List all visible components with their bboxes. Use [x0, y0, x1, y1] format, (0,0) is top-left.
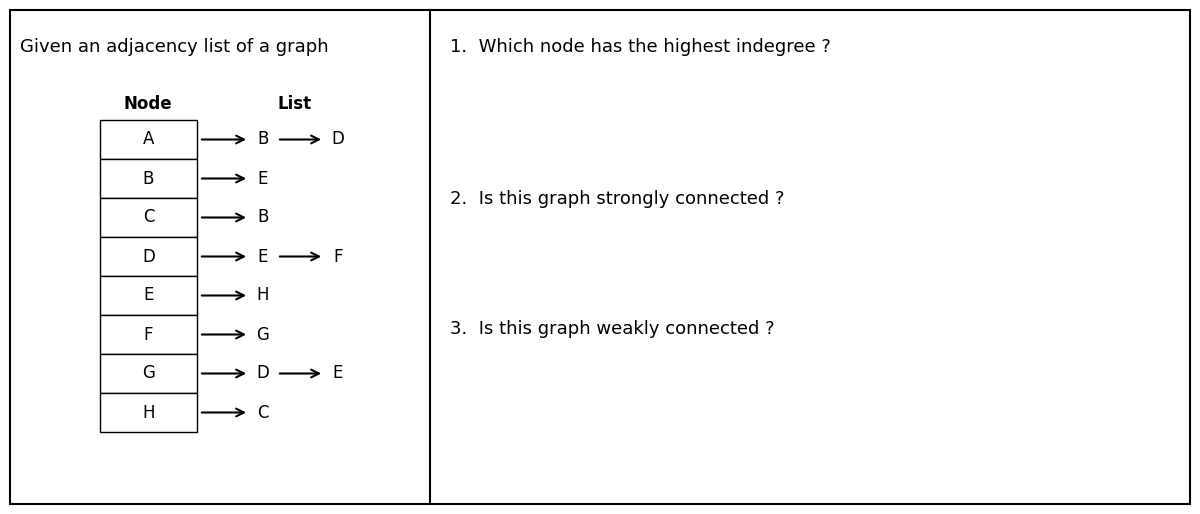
Text: 1.  Which node has the highest indegree ?: 1. Which node has the highest indegree ? — [450, 38, 830, 56]
Bar — [100, 198, 197, 237]
Text: B: B — [257, 209, 269, 227]
Bar — [100, 237, 197, 276]
Text: D: D — [331, 131, 344, 149]
Text: D: D — [257, 364, 270, 382]
Text: List: List — [278, 95, 312, 113]
Bar — [100, 354, 197, 393]
Text: 2.  Is this graph strongly connected ?: 2. Is this graph strongly connected ? — [450, 190, 785, 208]
Bar — [100, 393, 197, 432]
Text: E: E — [332, 364, 343, 382]
Text: C: C — [257, 403, 269, 421]
Text: F: F — [144, 325, 154, 343]
Bar — [100, 159, 197, 198]
Text: C: C — [143, 209, 155, 227]
Bar — [100, 315, 197, 354]
Bar — [100, 120, 197, 159]
Text: Given an adjacency list of a graph: Given an adjacency list of a graph — [20, 38, 329, 56]
Text: B: B — [143, 170, 154, 188]
Text: E: E — [143, 286, 154, 304]
Text: A: A — [143, 131, 154, 149]
Text: E: E — [258, 248, 268, 266]
Text: H: H — [143, 403, 155, 421]
Text: 3.  Is this graph weakly connected ?: 3. Is this graph weakly connected ? — [450, 320, 775, 338]
Text: E: E — [258, 170, 268, 188]
Text: D: D — [142, 248, 155, 266]
Text: Node: Node — [124, 95, 173, 113]
Text: G: G — [257, 325, 270, 343]
Text: G: G — [142, 364, 155, 382]
Bar — [100, 276, 197, 315]
Text: H: H — [257, 286, 269, 304]
Text: B: B — [257, 131, 269, 149]
Text: F: F — [334, 248, 343, 266]
